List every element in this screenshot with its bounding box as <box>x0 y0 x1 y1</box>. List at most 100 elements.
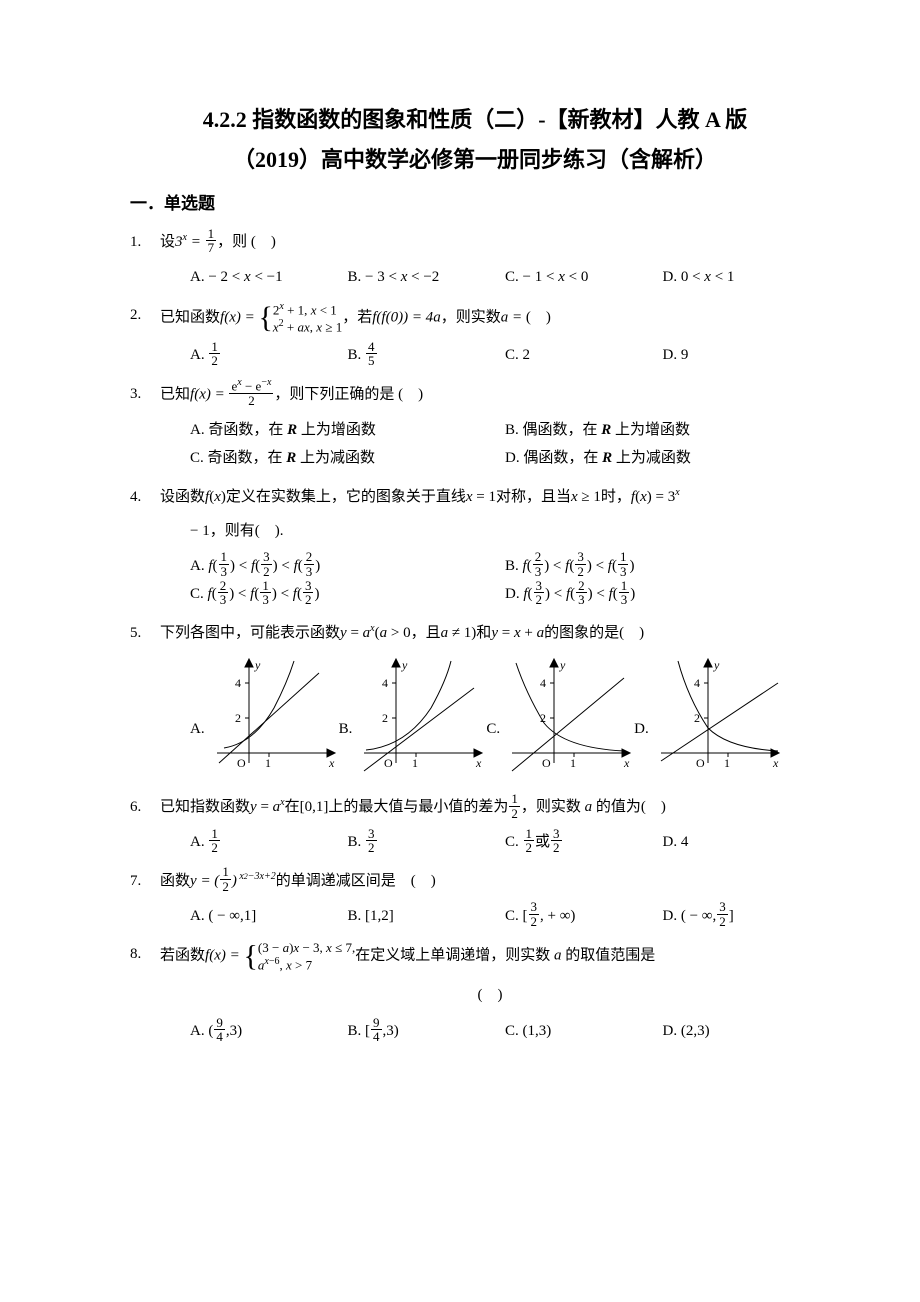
choice-b: B. 32 <box>348 828 506 857</box>
question-number: 8. <box>130 940 160 969</box>
choices: A. f(13) < f(32) < f(23) B. f(23) < f(32… <box>160 552 820 609</box>
svg-text:4: 4 <box>382 676 388 690</box>
svg-text:O: O <box>542 756 551 770</box>
question-4: 4. 设函数f(x)定义在实数集上，它的图象关于直线x = 1对称，且当x ≥ … <box>130 483 820 609</box>
document-page: 4.2.2 指数函数的图象和性质（二）-【新教材】人教 A 版 （2019）高中… <box>0 0 920 1116</box>
question-body: 函数y = (12) x2−3x+2的单调递减区间是 ( ) A. ( − ∞,… <box>160 867 820 930</box>
svg-text:x: x <box>772 756 779 770</box>
choices: A. − 2 < x < −1 B. − 3 < x < −2 C. − 1 <… <box>160 263 820 292</box>
graph-d: yx 42 O1 <box>653 653 783 783</box>
choice-d: D. f(32) < f(23) < f(13) <box>505 580 820 609</box>
question-3: 3. 已知f(x) = ex − e−x2，则下列正确的是 ( ) A. 奇函数… <box>130 380 820 473</box>
choice-b: B. 偶函数，在 R 上为增函数 <box>505 416 820 445</box>
question-number: 5. <box>130 619 160 648</box>
piecewise: 2x + 1, x < 1x2 + ax, x ≥ 1 <box>273 301 342 335</box>
fraction: 17 <box>206 227 217 255</box>
svg-text:1: 1 <box>265 756 271 770</box>
choice-a: A. − 2 < x < −1 <box>190 263 348 292</box>
graph-c: yx 42 O1 <box>504 653 634 783</box>
question-7: 7. 函数y = (12) x2−3x+2的单调递减区间是 ( ) A. ( −… <box>130 867 820 930</box>
choice-c: C. f(23) < f(13) < f(32) <box>190 580 505 609</box>
question-stem: 已知f(x) = ex − e−x2，则下列正确的是 ( ) <box>160 380 820 410</box>
choice-c: C. 奇函数，在 R 上为减函数 <box>190 444 505 473</box>
choices: A. (94,3) B. [94,3) C. (1,3) D. (2,3) <box>160 1017 820 1046</box>
svg-text:4: 4 <box>235 676 241 690</box>
svg-text:x: x <box>328 756 335 770</box>
document-title: 4.2.2 指数函数的图象和性质（二）-【新教材】人教 A 版 （2019）高中… <box>130 100 820 179</box>
question-body: 已知函数f(x) = {2x + 1, x < 1x2 + ax, x ≥ 1，… <box>160 301 820 370</box>
choice-d: D. 偶函数，在 R 上为减函数 <box>505 444 820 473</box>
graph-choice-b: B. yx 42 O1 <box>339 653 487 783</box>
question-body: 设函数f(x)定义在实数集上，它的图象关于直线x = 1对称，且当x ≥ 1时，… <box>160 483 820 609</box>
choice-b: B. f(23) < f(32) < f(13) <box>505 552 820 581</box>
brace-icon: { <box>243 940 257 973</box>
choice-c: C. [32, + ∞) <box>505 902 663 931</box>
question-stem: 设函数f(x)定义在实数集上，它的图象关于直线x = 1对称，且当x ≥ 1时，… <box>160 483 820 512</box>
question-stem: 函数y = (12) x2−3x+2的单调递减区间是 ( ) <box>160 867 820 896</box>
graph-b: yx 42 O1 <box>356 653 486 783</box>
choice-b: B. [94,3) <box>348 1017 506 1046</box>
question-body: 已知指数函数y = ax在[0,1]上的最大值与最小值的差为12，则实数 a 的… <box>160 793 820 856</box>
graph-choice-a: A. yx 42 O1 <box>190 653 339 783</box>
section-heading: 一．单选题 <box>130 189 820 214</box>
choices: A. 奇函数，在 R 上为增函数 B. 偶函数，在 R 上为增函数 C. 奇函数… <box>160 416 820 473</box>
svg-text:1: 1 <box>412 756 418 770</box>
question-5: 5. 下列各图中，可能表示函数y = ax(a > 0，且a ≠ 1)和y = … <box>130 619 820 784</box>
svg-text:1: 1 <box>570 756 576 770</box>
question-1: 1. 设3x = 17，则 ( ) A. − 2 < x < −1 B. − 3… <box>130 228 820 291</box>
math-expr: 3x = <box>175 234 205 250</box>
choice-d: D. 4 <box>663 828 821 857</box>
question-stem: 下列各图中，可能表示函数y = ax(a > 0，且a ≠ 1)和y = x +… <box>160 619 820 648</box>
svg-text:2: 2 <box>694 711 700 725</box>
choice-c: C. (1,3) <box>505 1017 663 1046</box>
svg-text:2: 2 <box>382 711 388 725</box>
choice-d: D. 0 < x < 1 <box>663 263 821 292</box>
choice-a: A. (94,3) <box>190 1017 348 1046</box>
svg-text:4: 4 <box>694 676 700 690</box>
svg-text:4: 4 <box>540 676 546 690</box>
choice-c: C. 2 <box>505 341 663 370</box>
graph-choice-c: C. yx 42 O1 <box>486 653 634 783</box>
question-stem: 若函数f(x) = {(3 − a)x − 3, x ≤ 7,ax−6, x >… <box>160 940 820 973</box>
svg-text:y: y <box>254 658 261 672</box>
svg-text:2: 2 <box>540 711 546 725</box>
svg-text:y: y <box>713 658 720 672</box>
svg-text:O: O <box>237 756 246 770</box>
graph-choice-d: D. yx 42 O1 <box>634 653 783 783</box>
choices: A. 12 B. 32 C. 12或32 D. 4 <box>160 828 820 857</box>
brace-icon: { <box>258 301 272 334</box>
choices: A. 12 B. 45 C. 2 D. 9 <box>160 341 820 370</box>
choice-c: C. − 1 < x < 0 <box>505 263 663 292</box>
question-stem: 已知函数f(x) = {2x + 1, x < 1x2 + ax, x ≥ 1，… <box>160 301 820 335</box>
choice-a: A. 奇函数，在 R 上为增函数 <box>190 416 505 445</box>
choice-b: B. 45 <box>348 341 506 370</box>
choice-b: B. − 3 < x < −2 <box>348 263 506 292</box>
question-number: 6. <box>130 793 160 822</box>
question-stem: 已知指数函数y = ax在[0,1]上的最大值与最小值的差为12，则实数 a 的… <box>160 793 820 822</box>
choice-c: C. 12或32 <box>505 828 663 857</box>
question-number: 7. <box>130 867 160 896</box>
graph-choices: A. yx 42 O1 <box>160 653 820 783</box>
choice-d: D. 9 <box>663 341 821 370</box>
question-number: 1. <box>130 228 160 257</box>
question-6: 6. 已知指数函数y = ax在[0,1]上的最大值与最小值的差为12，则实数 … <box>130 793 820 856</box>
svg-text:x: x <box>475 756 482 770</box>
question-stem-cont: − 1，则有( ). <box>160 517 820 546</box>
question-stem: 设3x = 17，则 ( ) <box>160 228 820 257</box>
question-body: 下列各图中，可能表示函数y = ax(a > 0，且a ≠ 1)和y = x +… <box>160 619 820 784</box>
choice-b: B. [1,2] <box>348 902 506 931</box>
choice-a: A. f(13) < f(32) < f(23) <box>190 552 505 581</box>
svg-text:O: O <box>384 756 393 770</box>
choice-d: D. ( − ∞,32] <box>663 902 821 931</box>
question-body: 设3x = 17，则 ( ) A. − 2 < x < −1 B. − 3 < … <box>160 228 820 291</box>
svg-text:1: 1 <box>724 756 730 770</box>
choice-a: A. 12 <box>190 828 348 857</box>
svg-text:2: 2 <box>235 711 241 725</box>
question-body: 已知f(x) = ex − e−x2，则下列正确的是 ( ) A. 奇函数，在 … <box>160 380 820 473</box>
title-line-1: 4.2.2 指数函数的图象和性质（二）-【新教材】人教 A 版 <box>203 107 748 132</box>
question-number: 3. <box>130 380 160 409</box>
choices: A. ( − ∞,1] B. [1,2] C. [32, + ∞) D. ( −… <box>160 902 820 931</box>
graph-a: y x 4 2 O 1 <box>209 653 339 783</box>
choice-a: A. ( − ∞,1] <box>190 902 348 931</box>
choice-a: A. 12 <box>190 341 348 370</box>
